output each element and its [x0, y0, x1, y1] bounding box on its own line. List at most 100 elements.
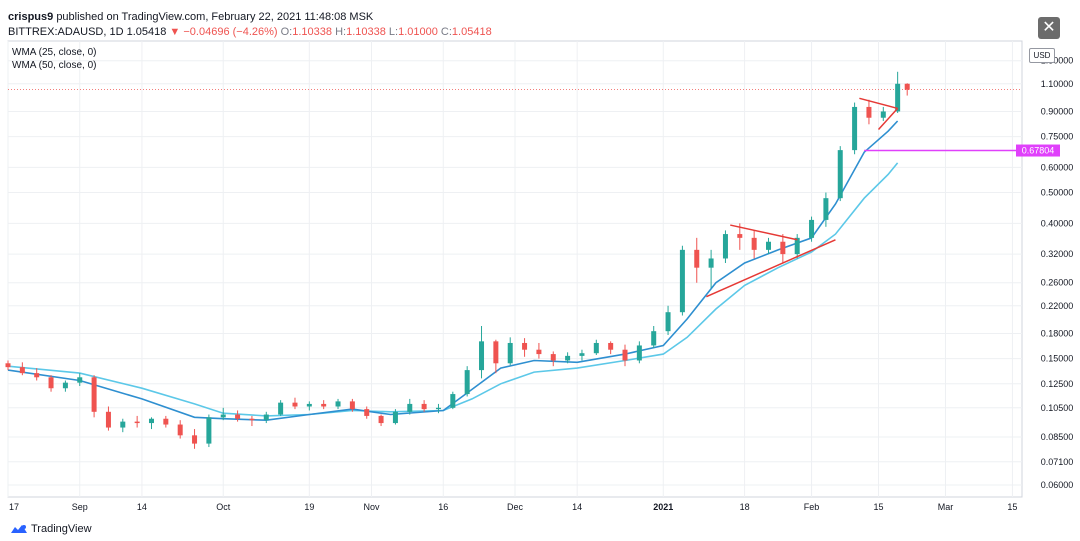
candle: [636, 341, 642, 364]
candle: [722, 230, 728, 263]
candle-body: [852, 106, 858, 151]
candle: [392, 409, 398, 425]
chart-header: crispus9 published on TradingView.com, F…: [8, 10, 492, 39]
footer-branding: TradingView: [10, 523, 92, 535]
y-tick-label: 0.06000: [1041, 480, 1074, 490]
symbol-label: BITTREX:ADAUSD, 1D: [8, 26, 124, 38]
x-tick-label: 15: [874, 502, 884, 512]
candle: [335, 398, 341, 410]
candle-body: [823, 198, 829, 220]
x-tick-label: 16: [438, 502, 448, 512]
candle: [766, 237, 771, 255]
tradingview-logo-icon: [11, 525, 27, 533]
high-label: H:: [335, 26, 347, 38]
candle: [435, 403, 441, 414]
y-tick-label: 0.90000: [1041, 106, 1074, 116]
candle-body: [220, 414, 226, 418]
y-tick-label: 1.10000: [1041, 79, 1074, 89]
candle: [349, 398, 355, 412]
candle-body: [263, 414, 269, 421]
candle-body: [780, 241, 786, 255]
candle-body: [522, 342, 528, 350]
low-label: L:: [388, 26, 399, 38]
candle: [450, 391, 456, 410]
candle-body: [751, 237, 757, 250]
currency-badge[interactable]: USD: [1029, 48, 1055, 63]
candle-body: [837, 150, 843, 199]
candle: [522, 338, 528, 357]
candle-body: [249, 418, 255, 421]
candle-body: [722, 234, 728, 259]
candle-body: [62, 382, 68, 389]
change-arrow: ▼: [169, 26, 181, 38]
candle-body: [636, 345, 642, 361]
candle-body: [507, 342, 513, 364]
candle: [34, 368, 40, 381]
candle-body: [421, 403, 427, 410]
candle-body: [665, 312, 671, 332]
candle: [694, 237, 700, 283]
high-value: 1.10338: [346, 26, 386, 38]
candle: [464, 366, 470, 397]
trendline: [859, 97, 898, 110]
candle-body: [435, 407, 441, 410]
indicator-legend: WMA (25, close, 0) WMA (50, close, 0): [12, 46, 96, 72]
x-tick-label: Nov: [364, 502, 381, 512]
legend-wma50[interactable]: WMA (50, close, 0): [12, 60, 97, 71]
candle-body: [378, 415, 384, 424]
publish-line: crispus9 published on TradingView.com, F…: [8, 10, 492, 24]
x-tick-label: Feb: [804, 502, 820, 512]
candle-body: [651, 331, 657, 346]
candle-body: [479, 341, 485, 371]
candle-body: [292, 402, 298, 407]
candle-body: [880, 111, 886, 118]
candle-body: [177, 424, 183, 436]
candle-body: [866, 106, 872, 118]
candle: [651, 326, 657, 348]
y-tick-label: 0.12500: [1041, 379, 1074, 389]
candle: [780, 234, 786, 263]
candle: [19, 362, 25, 376]
close-button[interactable]: ✕: [1038, 17, 1060, 39]
candle-body: [105, 411, 111, 428]
candle: [278, 400, 284, 416]
trendline: [730, 224, 798, 241]
candle: [751, 230, 757, 259]
candle-body: [120, 421, 126, 428]
trendline: [877, 107, 899, 130]
x-tick-label: 19: [304, 502, 314, 512]
candle: [622, 344, 628, 367]
open-value: 1.10338: [292, 26, 333, 38]
candle-body: [148, 418, 154, 424]
x-tick-label: 14: [137, 502, 147, 512]
publisher-name[interactable]: crispus9: [8, 11, 54, 23]
candle: [105, 406, 111, 431]
candle: [48, 375, 54, 392]
candle-body: [278, 402, 284, 415]
price-change: −0.04696 (−4.26%): [183, 26, 278, 38]
x-tick-label: 2021: [653, 502, 673, 512]
candle: [823, 192, 829, 227]
y-tick-label: 0.60000: [1041, 162, 1074, 172]
candle-body: [134, 421, 140, 424]
trendline: [706, 239, 836, 298]
candle: [91, 375, 97, 418]
candle-body: [407, 403, 413, 412]
candle-body: [48, 377, 54, 389]
candle: [177, 420, 183, 439]
legend-wma25[interactable]: WMA (25, close, 0): [12, 47, 97, 58]
y-tick-label: 0.50000: [1041, 188, 1074, 198]
candle: [192, 429, 198, 449]
open-label: O:: [280, 26, 293, 38]
candle: [809, 216, 815, 242]
candle: [249, 415, 255, 427]
candle: [292, 397, 298, 410]
candle-body: [579, 353, 585, 356]
close-icon: ✕: [1042, 19, 1056, 36]
candle-body: [192, 435, 198, 444]
candle-body: [593, 342, 599, 354]
y-tick-label: 0.32000: [1041, 249, 1074, 259]
candle-body: [34, 373, 40, 378]
candle-body: [550, 354, 556, 361]
